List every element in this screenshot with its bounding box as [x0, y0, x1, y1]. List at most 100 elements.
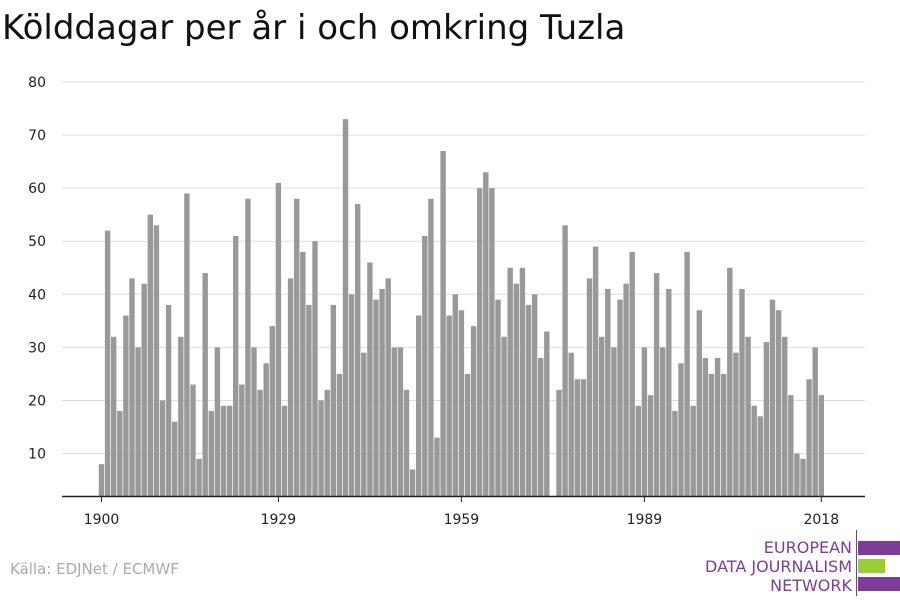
bar-1996 — [684, 251, 690, 496]
bar-1961 — [470, 326, 477, 496]
bar-1959 — [458, 310, 465, 496]
bar-2014 — [794, 453, 800, 496]
bar-1931 — [287, 278, 294, 496]
edjnet-logo: EUROPEAN DATA JOURNALISM NETWORK — [700, 530, 900, 596]
bar-1909 — [153, 225, 160, 497]
bar-1983 — [605, 289, 611, 496]
bar-1962 — [477, 188, 483, 496]
bar-1960 — [464, 373, 471, 496]
bar-1902 — [111, 336, 117, 496]
bar-2005 — [739, 289, 745, 496]
bar-1965 — [495, 299, 501, 496]
bar-1930 — [281, 405, 288, 496]
y-tick-label: 80 — [28, 75, 46, 91]
bar-1971 — [531, 294, 538, 496]
bar-1903 — [117, 411, 123, 496]
bar-1955 — [434, 437, 440, 496]
x-tick-label: 2018 — [803, 512, 839, 528]
bar-2013 — [788, 395, 794, 496]
bar-1915 — [190, 384, 196, 496]
bar-1940 — [342, 119, 349, 497]
bar-1914 — [184, 193, 190, 496]
chart-title: Kölddagar per år i och omkring Tuzla — [2, 8, 626, 48]
bar-1938 — [330, 304, 336, 496]
bar-1980 — [586, 278, 593, 496]
bar-1970 — [525, 304, 532, 496]
bar-1942 — [355, 204, 361, 497]
bar-1904 — [123, 315, 129, 496]
bar-1933 — [300, 251, 306, 496]
logo-divider — [856, 530, 857, 596]
bar-1981 — [592, 246, 599, 496]
bar-1957 — [446, 315, 452, 496]
bar-1917 — [202, 273, 208, 496]
bar-2016 — [806, 379, 812, 496]
bar-1921 — [226, 405, 233, 496]
bar-1923 — [239, 384, 245, 496]
bar-1997 — [690, 405, 696, 496]
bar-1922 — [233, 235, 239, 496]
bar-1977 — [568, 352, 574, 496]
y-tick-label: 60 — [28, 181, 46, 197]
bar-1967 — [507, 267, 513, 496]
bar-1958 — [452, 294, 458, 496]
bar-1984 — [611, 347, 617, 496]
y-tick-label: 20 — [28, 393, 46, 409]
bar-1935 — [312, 241, 318, 496]
bar-1907 — [141, 283, 147, 496]
bar-1975 — [556, 389, 562, 496]
bar-2004 — [733, 352, 739, 496]
source-credit: Källa: EDJNet / ECMWF — [10, 560, 179, 578]
bar-1901 — [104, 230, 111, 496]
bar-1941 — [348, 294, 355, 496]
bar-1925 — [251, 347, 257, 496]
bar-1918 — [208, 411, 214, 496]
bar-1944 — [367, 262, 373, 496]
logo-line-3: NETWORK — [770, 576, 852, 595]
bar-1995 — [678, 363, 684, 496]
bar-1916 — [196, 458, 202, 496]
bar-2015 — [800, 458, 806, 496]
bar-1945 — [373, 299, 379, 496]
bar-1993 — [666, 289, 672, 496]
bar-2006 — [745, 336, 751, 496]
bar-1969 — [519, 267, 526, 496]
bar-1992 — [660, 347, 666, 496]
bar-1908 — [147, 214, 153, 496]
bar-1985 — [617, 299, 623, 496]
bar-1934 — [306, 304, 312, 496]
x-axis: 1900 1929 1959 1989 2018 — [62, 495, 865, 528]
x-tick-label: 1959 — [444, 512, 480, 528]
bar-1956 — [440, 151, 446, 496]
bar-1920 — [220, 405, 227, 496]
bar-1964 — [489, 188, 495, 496]
bar-1937 — [324, 389, 330, 496]
bar-1947 — [385, 278, 391, 496]
bar-2008 — [757, 416, 763, 496]
bar-1932 — [294, 198, 300, 496]
bar-2012 — [782, 336, 788, 496]
bar-1968 — [513, 283, 519, 496]
bar-1999 — [702, 358, 709, 496]
bar-1998 — [696, 310, 702, 496]
bar-1948 — [391, 347, 397, 496]
bar-1991 — [653, 273, 660, 496]
bar-1911 — [165, 304, 172, 496]
x-tick-label: 1989 — [627, 512, 663, 528]
bars — [98, 119, 824, 497]
bar-1986 — [623, 283, 629, 496]
bar-1910 — [159, 400, 166, 496]
bar-1912 — [172, 421, 178, 496]
bar-1919 — [214, 347, 221, 496]
logo-bar-middle — [858, 559, 885, 573]
bar-1928 — [269, 326, 275, 496]
bar-1905 — [129, 278, 135, 496]
bar-1946 — [379, 289, 385, 496]
bar-2010 — [769, 299, 776, 496]
bar-1973 — [544, 331, 550, 496]
bar-1989 — [641, 347, 648, 496]
y-tick-label: 10 — [28, 447, 46, 463]
bar-1913 — [178, 336, 184, 496]
bar-1982 — [599, 336, 605, 496]
